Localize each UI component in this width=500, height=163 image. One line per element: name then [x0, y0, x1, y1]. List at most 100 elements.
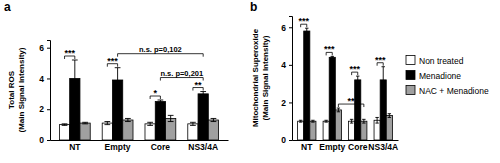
y-tick: 2	[39, 104, 50, 114]
series	[80, 115, 219, 140]
error-bar	[305, 28, 308, 34]
x-tick: Core	[348, 140, 368, 152]
significance-label: *	[154, 88, 158, 98]
bar	[188, 124, 198, 140]
bar	[80, 123, 90, 140]
error-bar	[82, 122, 88, 124]
error-bar	[362, 119, 365, 123]
error-bar	[375, 117, 378, 123]
panel-label: a	[4, 0, 11, 14]
significance-label: ***	[375, 55, 386, 65]
bar	[310, 121, 316, 140]
y-tick-mark	[289, 65, 292, 66]
y-tick-mark	[47, 48, 50, 49]
y-tick-mark	[289, 102, 292, 103]
bar	[361, 121, 367, 140]
plot-area	[59, 60, 218, 140]
x-axis-line	[293, 140, 399, 141]
bar	[145, 124, 155, 140]
significance-bracket	[160, 78, 203, 81]
x-tick-label: Core	[348, 142, 368, 152]
y-axis-title-line: (Main Signal Intensity)	[261, 35, 270, 120]
y-tick-label: 0	[281, 135, 286, 145]
x-axis: NT Empty Core NS3/4A	[51, 140, 229, 152]
y-tick-label: 4	[39, 74, 44, 84]
error-bar	[168, 115, 174, 121]
significance-label: ***	[107, 56, 118, 66]
error-bar	[311, 120, 314, 122]
error-bar	[200, 92, 206, 97]
panel-label: b	[250, 0, 257, 14]
bar	[386, 116, 392, 140]
y-axis: 0 2 4 6	[39, 41, 50, 146]
y-axis-title-line: (Main Signal Intensity)	[17, 47, 26, 132]
x-tick-label: Empty	[319, 142, 345, 152]
bar	[335, 110, 341, 140]
significance-label: **	[195, 80, 203, 90]
x-tick: NS3/4A	[188, 140, 218, 152]
error-bar	[356, 76, 359, 84]
bar	[123, 120, 133, 140]
significance-label: ***	[349, 64, 360, 74]
legend-label: Menadione	[419, 71, 461, 81]
panel: b Mitochondrial Superoxide(Main Signal In…	[250, 0, 489, 152]
panel: a Total ROS(Main Signal Intensity) 0 2 4 6 NT E…	[4, 0, 229, 152]
series	[310, 108, 393, 140]
error-bar	[299, 120, 302, 122]
x-tick: Empty	[105, 140, 131, 152]
x-tick-label: NS3/4A	[188, 142, 218, 152]
x-tick-label: Empty	[105, 142, 131, 152]
y-tick-mark	[47, 140, 50, 141]
bar	[349, 121, 355, 140]
error-bar	[72, 60, 78, 97]
y-tick-label: 2	[39, 104, 44, 114]
bar	[304, 31, 310, 140]
y-axis-title-line: Total ROS	[7, 70, 16, 109]
x-tick: Core	[151, 140, 171, 152]
y-axis-line	[47, 41, 51, 141]
bar	[355, 80, 361, 140]
y-tick-label: 6	[281, 22, 286, 32]
legend-label: NAC + Menadione	[419, 86, 489, 96]
error-bar	[125, 118, 131, 121]
figure: aTotal ROS(Main Signal Intensity)0246NTE…	[0, 0, 500, 163]
y-tick-label: 2	[281, 98, 286, 108]
legend-entry: NAC + Menadione	[406, 86, 489, 96]
error-bar	[382, 67, 385, 93]
y-tick: 6	[39, 43, 50, 53]
bar	[208, 120, 218, 140]
x-tick-label: Core	[151, 142, 171, 152]
error-bar	[337, 108, 340, 112]
error-bar	[190, 122, 196, 125]
y-tick-label: 0	[39, 135, 44, 145]
legend-swatch	[406, 86, 415, 95]
y-tick-label: 4	[281, 60, 286, 70]
error-bar	[158, 100, 164, 103]
legend-entry: Non treated	[406, 56, 464, 66]
legend-swatch	[406, 56, 415, 65]
bar	[323, 121, 329, 140]
significance-label: ***	[64, 48, 75, 58]
x-axis-line	[51, 140, 229, 141]
significance-bracket	[118, 54, 204, 57]
x-axis: NTEmptyCoreNS3/4A	[293, 140, 399, 152]
bar	[59, 125, 69, 140]
plot-area	[298, 28, 393, 140]
bar	[198, 94, 208, 140]
legend-swatch	[406, 71, 415, 80]
significance-label: n.s. p=0,201	[160, 69, 203, 78]
error-bar	[331, 56, 334, 58]
y-tick: 0	[281, 135, 292, 145]
x-tick: NT	[69, 140, 81, 152]
y-axis-title: Mitochondrial Superoxide(Main Signal Int…	[251, 28, 270, 127]
legend: Non treated Menadione NAC + Menadione	[406, 56, 489, 96]
bar	[298, 121, 304, 140]
series	[304, 28, 387, 140]
significance-label: ***	[324, 44, 335, 54]
y-tick-mark	[289, 27, 292, 28]
error-bar	[115, 68, 121, 93]
legend-label: Non treated	[419, 56, 464, 66]
y-axis: 0 2 4 6	[281, 17, 292, 146]
y-tick: 4	[39, 74, 50, 84]
error-bar	[324, 120, 327, 122]
